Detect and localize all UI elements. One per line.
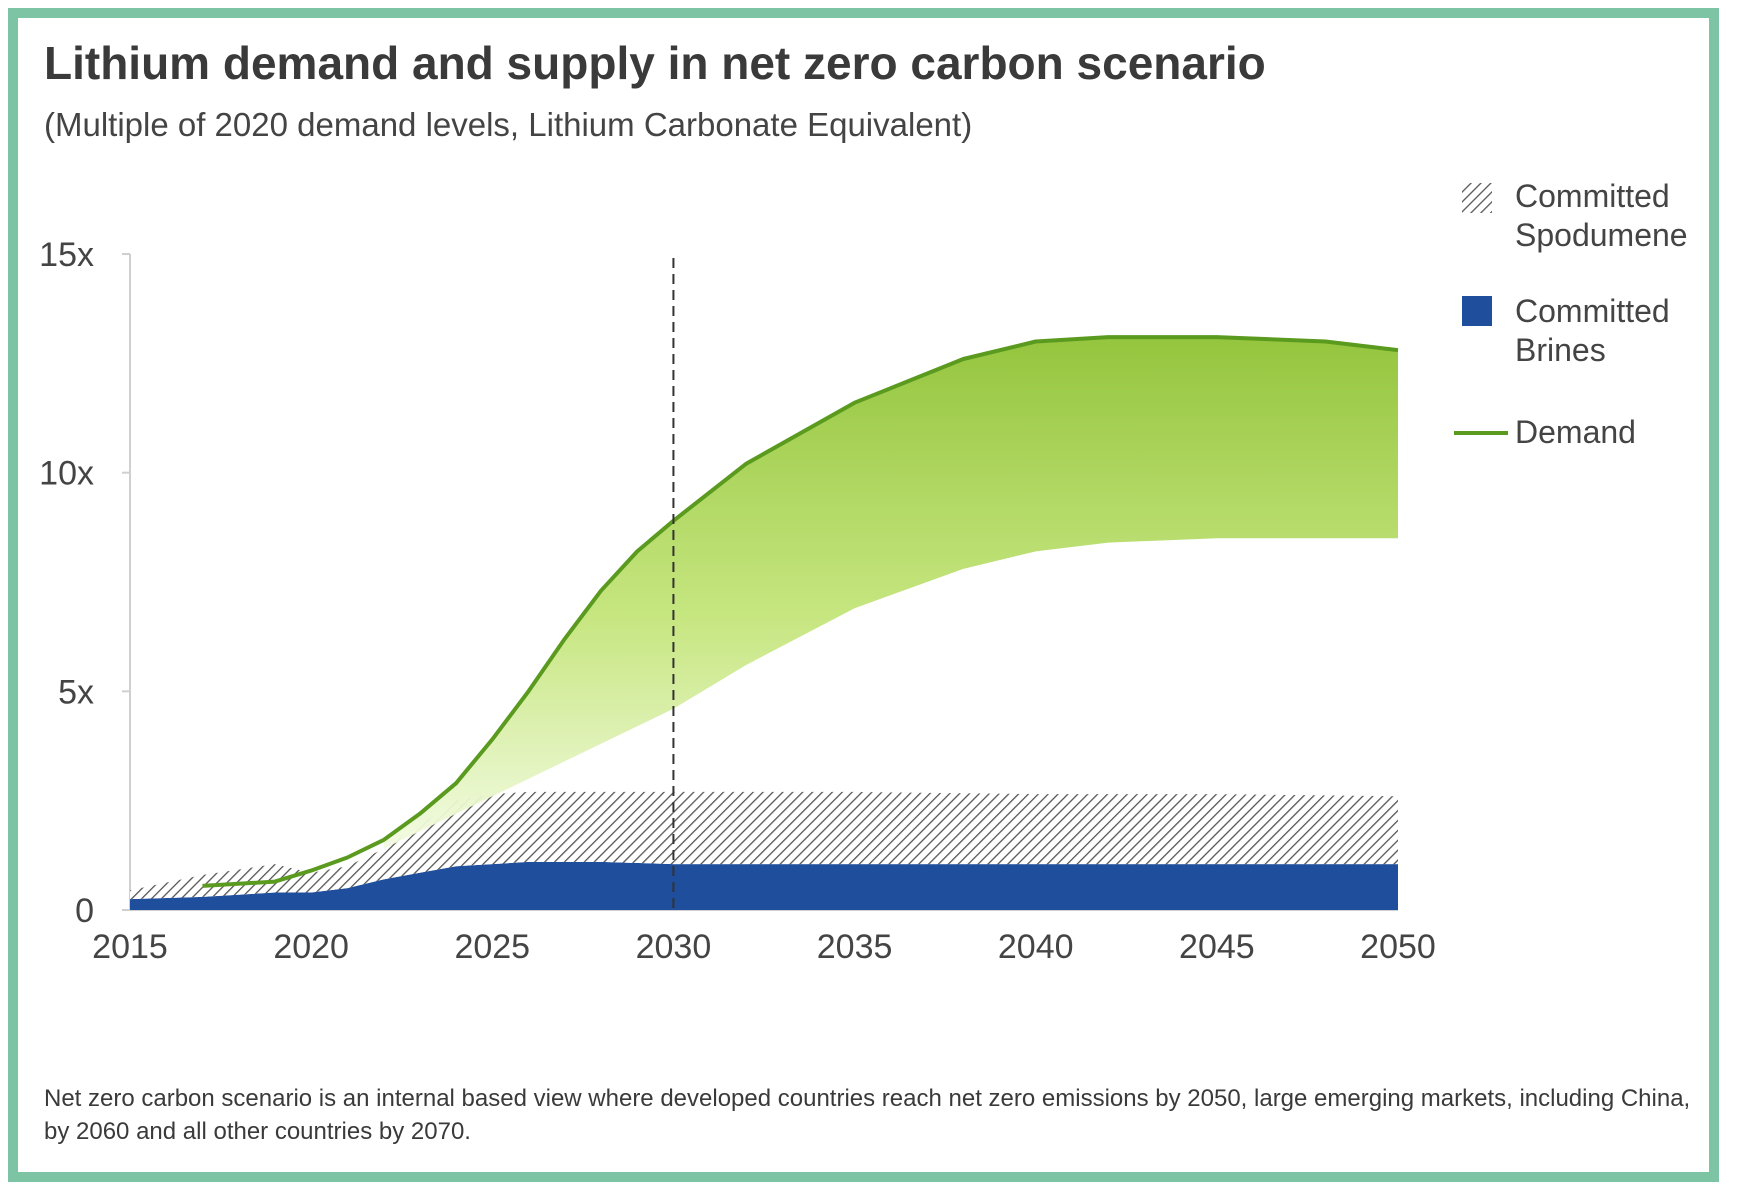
- x-tick-label: 2030: [636, 928, 712, 966]
- spodumene-area: [130, 791, 1398, 900]
- legend-label-spodumene-2: Spodumene: [1515, 217, 1688, 253]
- x-tick-label: 2015: [92, 928, 168, 966]
- legend-label-spodumene: Committed: [1515, 178, 1670, 214]
- legend-swatch-spodumene: [1462, 183, 1492, 213]
- y-tick-label: 10x: [39, 455, 94, 493]
- legend-label-brines-2: Brines: [1515, 332, 1606, 368]
- brines-area: [130, 861, 1398, 910]
- axes-group: 0 5x 10x 15x 2015 2020 2025 2030 2035 2040 2045 205…: [39, 236, 1436, 966]
- x-tick-label: 2025: [454, 928, 530, 966]
- marks-group: [130, 258, 1399, 910]
- x-tick-label: 2050: [1360, 928, 1436, 966]
- legend-label-demand: Demand: [1515, 414, 1636, 450]
- demand-line: [202, 335, 1399, 888]
- demand-range-band: [383, 337, 1399, 849]
- chart-subtitle: (Multiple of 2020 demand levels, Lithium…: [44, 106, 973, 143]
- footnote: Net zero carbon scenario is an internal …: [44, 1085, 1691, 1145]
- y-tick-label: 0: [75, 892, 94, 930]
- x-tick-label: 2040: [998, 928, 1074, 966]
- legend-swatch-brines: [1462, 296, 1492, 326]
- y-tick-label: 5x: [58, 673, 94, 711]
- chart-title: Lithium demand and supply in net zero ca…: [44, 37, 1266, 89]
- x-tick-label: 2045: [1179, 928, 1255, 966]
- y-tick-label: 15x: [39, 236, 94, 274]
- x-tick-label: 2035: [817, 928, 893, 966]
- legend-label-brines: Committed: [1515, 293, 1670, 329]
- x-tick-label: 2020: [273, 928, 349, 966]
